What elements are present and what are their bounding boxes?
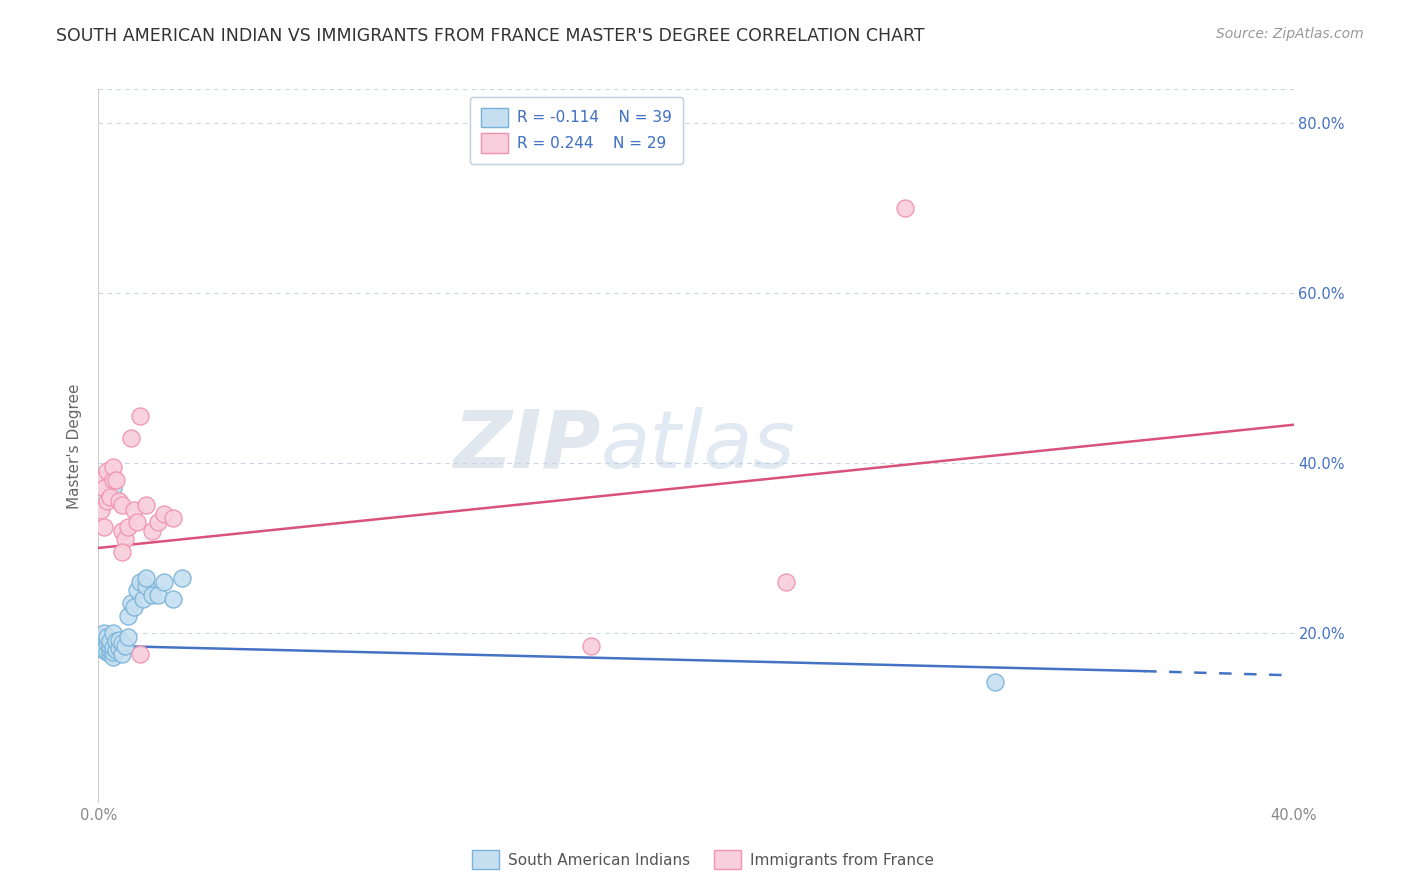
Point xyxy=(100,639,122,653)
Legend: South American Indians, Immigrants from France: South American Indians, Immigrants from … xyxy=(465,844,941,875)
Point xyxy=(96,465,118,479)
Point xyxy=(90,630,112,644)
Point xyxy=(111,545,134,559)
Point xyxy=(93,626,115,640)
Point xyxy=(129,574,152,589)
Point xyxy=(103,482,125,496)
Point xyxy=(135,571,157,585)
Point xyxy=(90,502,112,516)
Text: atlas: atlas xyxy=(600,407,796,485)
Point xyxy=(117,630,139,644)
Point xyxy=(148,516,170,530)
Point xyxy=(111,636,134,650)
Point xyxy=(103,473,125,487)
Point xyxy=(127,583,149,598)
Point xyxy=(93,630,115,644)
Point xyxy=(894,201,917,215)
Point xyxy=(93,482,115,496)
Point xyxy=(120,596,142,610)
Point xyxy=(90,639,112,653)
Point xyxy=(129,647,152,661)
Point xyxy=(111,499,134,513)
Point xyxy=(103,649,125,664)
Point xyxy=(93,643,115,657)
Legend: R = -0.114    N = 39, R = 0.244    N = 29: R = -0.114 N = 39, R = 0.244 N = 29 xyxy=(470,97,683,163)
Point xyxy=(141,524,163,538)
Point xyxy=(93,519,115,533)
Point xyxy=(132,591,155,606)
Point xyxy=(103,644,125,658)
Point xyxy=(108,494,131,508)
Point xyxy=(775,574,797,589)
Point xyxy=(135,579,157,593)
Point xyxy=(148,588,170,602)
Point xyxy=(90,473,112,487)
Point xyxy=(105,643,128,657)
Point xyxy=(96,636,118,650)
Point xyxy=(105,634,128,648)
Text: ZIP: ZIP xyxy=(453,407,600,485)
Point xyxy=(153,507,176,521)
Point xyxy=(141,588,163,602)
Point xyxy=(103,640,125,655)
Point xyxy=(100,490,122,504)
Point xyxy=(114,639,136,653)
Point xyxy=(111,647,134,661)
Text: SOUTH AMERICAN INDIAN VS IMMIGRANTS FROM FRANCE MASTER'S DEGREE CORRELATION CHAR: SOUTH AMERICAN INDIAN VS IMMIGRANTS FROM… xyxy=(56,27,925,45)
Point xyxy=(117,608,139,623)
Y-axis label: Master's Degree: Master's Degree xyxy=(67,384,83,508)
Point xyxy=(581,639,603,653)
Point xyxy=(100,647,122,661)
Text: Source: ZipAtlas.com: Source: ZipAtlas.com xyxy=(1216,27,1364,41)
Point xyxy=(96,644,118,658)
Point xyxy=(162,511,184,525)
Point xyxy=(172,571,194,585)
Point xyxy=(103,460,125,475)
Point xyxy=(135,499,157,513)
Point xyxy=(129,409,152,424)
Point xyxy=(100,634,122,648)
Point xyxy=(96,494,118,508)
Point xyxy=(162,591,184,606)
Point xyxy=(105,473,128,487)
Point xyxy=(127,516,149,530)
Point xyxy=(124,600,146,615)
Point xyxy=(124,502,146,516)
Point xyxy=(103,626,125,640)
Point xyxy=(117,519,139,533)
Point xyxy=(100,643,122,657)
Point xyxy=(153,574,176,589)
Point xyxy=(108,641,131,656)
Point xyxy=(114,533,136,547)
Point xyxy=(111,524,134,538)
Point xyxy=(96,630,118,644)
Point xyxy=(120,430,142,444)
Point xyxy=(984,675,1007,690)
Point xyxy=(108,632,131,647)
